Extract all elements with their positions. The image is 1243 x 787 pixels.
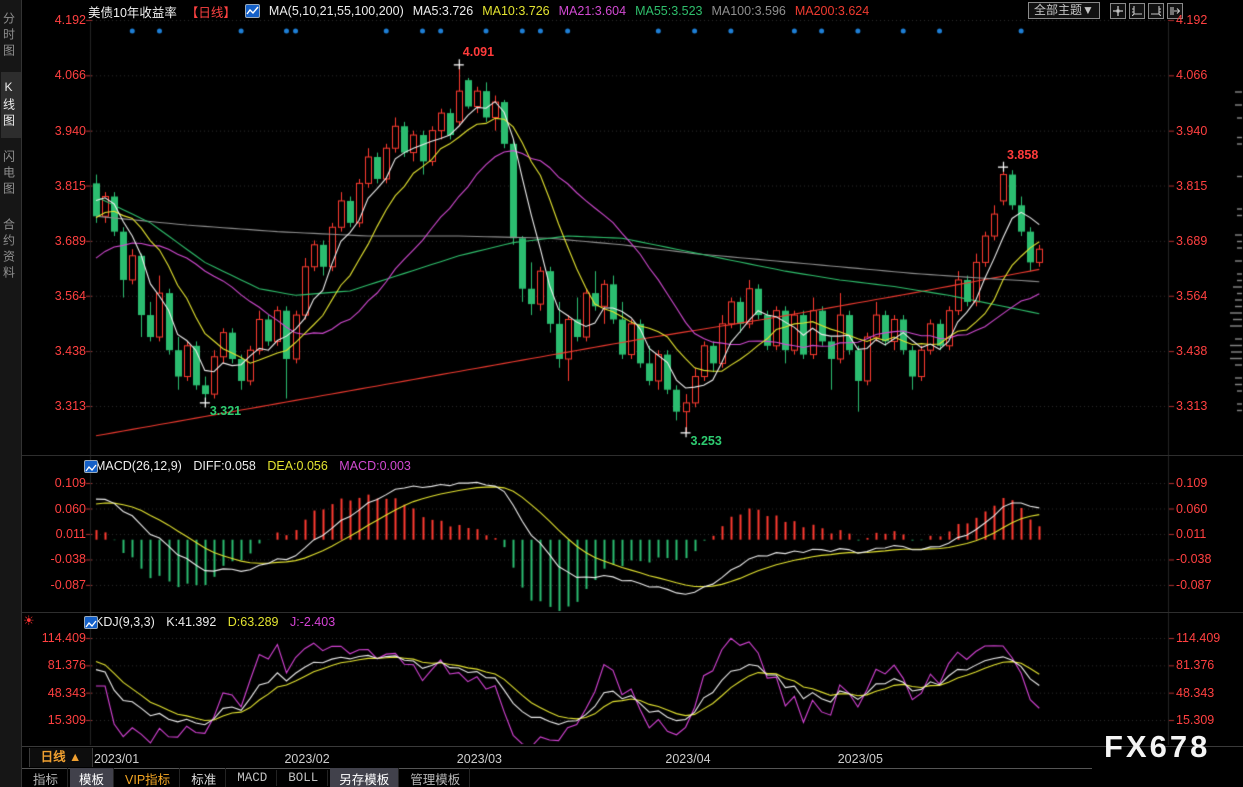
chart-header: 美债10年收益率 【日线】 MA(5,10,21,55,100,200) MA5… — [88, 3, 878, 20]
ma-group-label: MA(5,10,21,55,100,200) — [268, 4, 404, 18]
price-axis-label-left: 3.438 — [54, 344, 86, 359]
date-label: 2023/04 — [665, 752, 711, 766]
price-axis-label-right: 3.438 — [1176, 344, 1208, 359]
price-axis-label-left: 3.313 — [54, 398, 86, 413]
kdj-axis-label-right: 81.376 — [1176, 658, 1215, 673]
macd-axis-label-right: 0.060 — [1176, 501, 1208, 516]
toolbar-item-5[interactable]: MACD — [228, 770, 278, 786]
price-axis-label-left: 3.564 — [54, 288, 86, 303]
macd-diff-value: DIFF:0.058 — [193, 459, 256, 473]
toolbar-item-6[interactable]: BOLL — [279, 770, 329, 786]
date-label: 2023/03 — [456, 752, 502, 766]
date-label: 2023/01 — [94, 752, 140, 766]
ma5-value: MA5:3.726 — [412, 4, 474, 18]
ma55-value: MA55:3.523 — [635, 4, 703, 18]
price-axis-label-right: 3.313 — [1176, 398, 1208, 413]
macd-axis-label-left: 0.109 — [54, 476, 86, 491]
price-axis-label-left: 3.940 — [54, 123, 86, 138]
price-annotation: 3.321 — [209, 404, 242, 419]
sidebar-tab-lightning[interactable]: 闪电图 — [1, 150, 16, 198]
panel-separator — [22, 612, 1243, 613]
kdj-header: KDJ(9,3,3) K:41.392 D:63.289 J:-2.403 — [95, 615, 343, 629]
toolbar-item-8[interactable]: 管理模板 — [401, 767, 471, 787]
macd-axis-label-right: -0.038 — [1176, 552, 1212, 567]
theme-dropdown-button[interactable]: 全部主题▼ — [1028, 2, 1100, 19]
toolbar-item-7[interactable]: 另存模板 — [330, 767, 400, 787]
price-annotation: 3.858 — [1007, 147, 1039, 162]
price-annotation: 4.091 — [462, 45, 495, 60]
panel-separator — [22, 455, 1243, 456]
ma100-value: MA100:3.596 — [711, 4, 786, 18]
kdj-d-value: D:63.289 — [227, 615, 279, 629]
kdj-axis-label-right: 114.409 — [1176, 631, 1221, 645]
kdj-j-value: J:-2.403 — [289, 615, 336, 629]
y-axis-right-icon[interactable] — [1147, 2, 1164, 19]
kdj-k-value: K:41.392 — [166, 615, 217, 629]
instrument-title: 美债10年收益率 — [88, 5, 177, 20]
ma21-value: MA21:3.604 — [558, 4, 627, 18]
macd-axis-label-left: 0.060 — [54, 501, 86, 516]
sidebar: 分时图 K线图 闪电图 合约资料 — [0, 0, 22, 787]
pop-out-window-icon[interactable] — [1166, 2, 1183, 19]
panel-separator — [22, 746, 1243, 747]
macd-macd-value: MACD:0.003 — [339, 459, 411, 473]
sidebar-tab-timeshare[interactable]: 分时图 — [1, 12, 16, 60]
chart-bottom-frame — [22, 768, 1092, 769]
price-axis-label-right: 3.815 — [1176, 178, 1208, 193]
macd-dea-value: DEA:0.056 — [267, 459, 328, 473]
kdj-axis-label-left: 81.376 — [47, 658, 86, 673]
toolbar-item-3[interactable]: VIP指标 — [116, 767, 181, 787]
kdj-axis-label-right: 48.343 — [1176, 685, 1215, 700]
toolbar-item-4[interactable]: 标准 — [182, 767, 227, 787]
macd-axis-label-right: 0.109 — [1176, 476, 1208, 491]
line-chart-icon — [244, 4, 260, 18]
crosshair-icon[interactable] — [1109, 2, 1126, 19]
macd-axis-label-right: 0.011 — [1176, 526, 1207, 541]
macd-axis-label-left: -0.038 — [50, 552, 86, 567]
watermark: FX678 — [1104, 729, 1211, 764]
price-axis-label-right: 4.192 — [1176, 13, 1208, 27]
price-axis-label-right: 3.564 — [1176, 288, 1208, 303]
sidebar-tab-kline[interactable]: K线图 — [0, 72, 21, 138]
price-axis-label-right: 3.940 — [1176, 123, 1208, 138]
hot-indicator-icon: ☀ — [23, 613, 35, 628]
header-controls: 全部主题▼ — [1028, 2, 1183, 19]
toolbar-item-2[interactable]: 模板 — [70, 767, 115, 787]
kdj-axis-label-left: 114.409 — [41, 631, 86, 645]
price-axis-label-left: 4.192 — [54, 13, 86, 27]
kdj-title: KDJ(9,3,3) — [95, 615, 155, 629]
bottom-toolbar: 指标 模板 VIP指标 标准 MACD BOLL 另存模板 管理模板 — [24, 767, 472, 787]
kdj-axis-label-left: 15.309 — [47, 713, 86, 727]
macd-title: MACD(26,12,9) — [95, 459, 182, 473]
kdj-pane-icon[interactable] — [84, 616, 98, 629]
macd-header: MACD(26,12,9) DIFF:0.058 DEA:0.056 MACD:… — [95, 459, 419, 473]
macd-axis-label-left: -0.087 — [50, 577, 86, 592]
date-label: 2023/05 — [837, 752, 883, 766]
macd-axis-label-left: 0.011 — [55, 526, 86, 541]
price-axis-label-right: 3.689 — [1176, 233, 1208, 248]
price-axis-label-left: 3.689 — [54, 233, 86, 248]
period-selector[interactable]: 日线 ▲ — [29, 748, 93, 767]
sidebar-tab-contract-info[interactable]: 合约资料 — [1, 218, 16, 282]
macd-axis-label-right: -0.087 — [1176, 577, 1212, 592]
y-axis-left-icon[interactable] — [1128, 2, 1145, 19]
price-annotation: 3.253 — [690, 434, 722, 449]
price-axis-label-left: 3.815 — [54, 178, 86, 193]
toolbar-item-1[interactable]: 指标 — [24, 767, 69, 787]
price-axis-label-right: 4.066 — [1176, 68, 1208, 83]
date-label: 2023/02 — [284, 752, 330, 766]
ma200-value: MA200:3.624 — [794, 4, 870, 18]
period-tag: 【日线】 — [185, 5, 236, 20]
kdj-axis-label-left: 48.343 — [47, 685, 86, 700]
kdj-axis-label-right: 15.309 — [1176, 713, 1215, 727]
ma10-value: MA10:3.726 — [482, 4, 550, 18]
macd-pane-icon[interactable] — [84, 460, 98, 473]
price-axis-label-left: 4.066 — [54, 68, 86, 83]
